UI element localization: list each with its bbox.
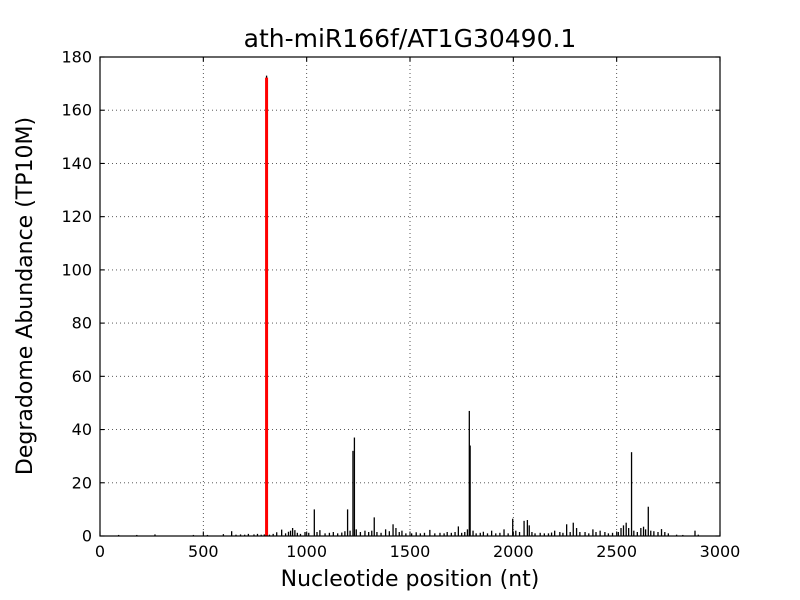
tick-labels: 0 500 1000 1500 2000 2500 3000 0 20 40 60 80 100 120 1… — [61, 48, 740, 562]
plot-frame — [99, 56, 721, 537]
y-tick-label: 0 — [82, 527, 92, 546]
y-axis-label: Degradome Abundance (TP10M) — [13, 117, 38, 475]
x-axis-label: Nucleotide position (nt) — [281, 567, 540, 592]
x-tick-label: 0 — [95, 542, 105, 561]
y-tick-label: 120 — [61, 207, 92, 226]
y-tick-label: 20 — [72, 473, 92, 492]
x-tick-label: 1500 — [390, 542, 431, 561]
x-tick-label: 2500 — [596, 542, 637, 561]
x-tick-label: 3000 — [700, 542, 741, 561]
y-tick-label: 160 — [61, 101, 92, 120]
y-tick-label: 80 — [72, 314, 92, 333]
x-tick-label: 1000 — [286, 542, 327, 561]
x-tick-label: 500 — [188, 542, 219, 561]
grid-lines — [100, 57, 720, 536]
y-tick-label: 60 — [72, 367, 92, 386]
chart-title: ath-miR166f/AT1G30490.1 — [244, 24, 577, 53]
y-tick-label: 40 — [72, 420, 92, 439]
y-tick-label: 140 — [61, 154, 92, 173]
y-tick-label: 100 — [61, 260, 92, 279]
y-tick-label: 180 — [61, 48, 92, 67]
x-tick-label: 2000 — [493, 542, 534, 561]
